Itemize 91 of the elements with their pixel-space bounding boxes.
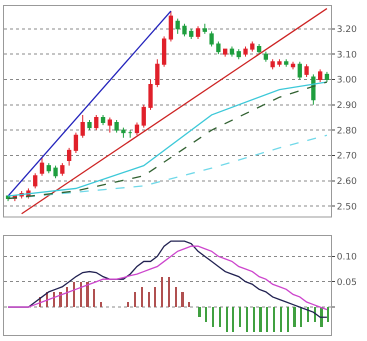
y-tick-label: 0.10 (336, 252, 358, 262)
candlestick (202, 23, 207, 34)
candlestick (304, 64, 309, 78)
y-tick-label: 0.05 (336, 278, 357, 288)
bar (253, 307, 255, 332)
y-tick-label: 3.00 (336, 76, 358, 86)
bar (273, 307, 275, 332)
candlestick (298, 61, 302, 80)
candlestick (236, 48, 241, 60)
bar (59, 292, 62, 308)
bar (66, 287, 68, 308)
bar (226, 307, 228, 332)
y-tick-label: 2.90 (336, 100, 358, 111)
candlestick (209, 30, 214, 48)
bar (73, 282, 75, 308)
candlestick (264, 51, 268, 62)
candlestick (256, 44, 262, 55)
candlestick (53, 165, 58, 179)
candlestick (223, 48, 228, 58)
bar (148, 292, 150, 308)
bar (134, 292, 136, 308)
candlestick (40, 158, 44, 176)
candlestick (270, 58, 275, 70)
bar (212, 307, 214, 328)
candlestick (216, 40, 221, 55)
bar (293, 307, 296, 328)
y-tick-label: 2.70 (336, 152, 358, 162)
bar (219, 307, 221, 328)
candlestick (284, 58, 288, 68)
bar (53, 292, 55, 308)
bar (300, 307, 302, 328)
candlestick (100, 114, 106, 126)
candlestick (230, 46, 234, 58)
candlestick (114, 120, 119, 134)
candlestick (277, 58, 282, 68)
bar (80, 282, 82, 308)
y-tick-label: 2.60 (336, 176, 358, 187)
candlestick (80, 114, 85, 138)
candlestick (142, 104, 146, 128)
candlestick (176, 18, 180, 34)
bar (188, 302, 190, 308)
candlestick (196, 26, 200, 40)
bar (327, 307, 329, 322)
candlestick (60, 162, 65, 176)
bar (168, 277, 170, 308)
candlestick (290, 61, 296, 70)
bar (93, 289, 95, 308)
bar (287, 307, 289, 332)
candlestick (311, 74, 316, 106)
candlestick (182, 23, 187, 37)
bar (232, 307, 234, 332)
candlestick (324, 71, 330, 83)
y-tick-label: 3.20 (336, 24, 358, 35)
candlestick (128, 130, 132, 138)
bar (280, 307, 282, 332)
candlestick (94, 114, 98, 131)
bar (307, 307, 309, 322)
candlestick (33, 172, 38, 189)
candlestick (66, 147, 72, 166)
candlestick (168, 10, 174, 42)
candlestick (189, 28, 194, 40)
bar (181, 292, 184, 308)
bar (161, 277, 163, 308)
bar (259, 307, 262, 332)
bar (86, 282, 89, 308)
candlestick (46, 162, 51, 174)
y-tick-label: 2.80 (336, 126, 358, 136)
candlestick (148, 78, 153, 110)
bar (239, 307, 241, 328)
bar (154, 287, 156, 308)
candlestick (318, 68, 322, 83)
bar (100, 302, 102, 308)
bar (141, 287, 143, 308)
candlestick (243, 46, 248, 58)
candlestick (74, 132, 78, 154)
line-series (7, 246, 328, 310)
bar (175, 287, 177, 308)
candlestick (108, 116, 112, 134)
candlestick (134, 122, 140, 136)
candlestick (250, 40, 254, 52)
y-tick-label: 2.50 (336, 202, 358, 212)
candlestick (162, 36, 166, 68)
bar (246, 307, 248, 332)
y-tick-label: 3.10 (336, 50, 358, 60)
candlestick (155, 58, 160, 88)
candlestick (87, 120, 92, 131)
bar (127, 302, 129, 308)
bar (266, 307, 268, 332)
bar (198, 307, 201, 318)
candlestick (121, 127, 126, 138)
bar (205, 307, 207, 322)
